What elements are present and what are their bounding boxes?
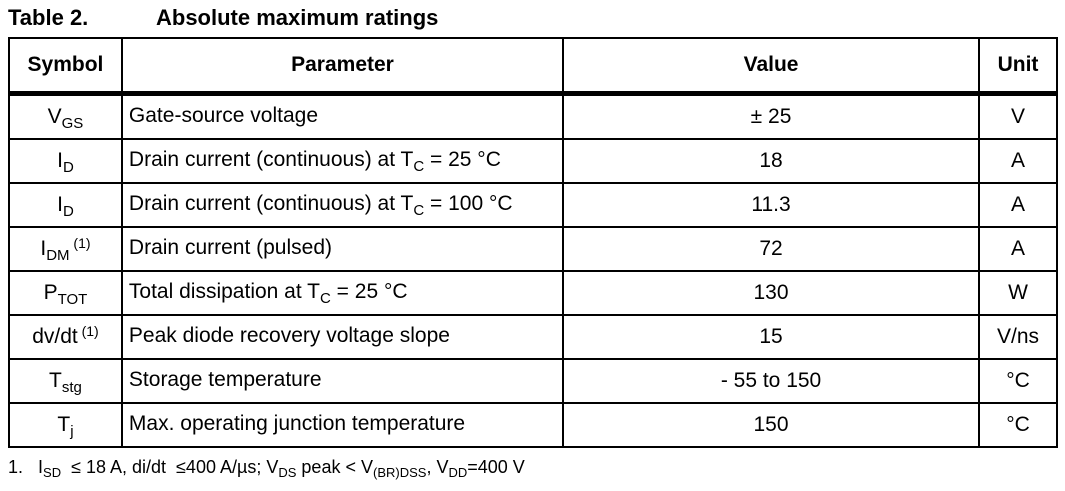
symbol: T <box>57 412 71 436</box>
parameter-cell: Drain current (continuous) at TC = 25 °C <box>120 138 565 184</box>
header-parameter: Parameter <box>120 37 565 96</box>
footnote-text: I <box>38 457 44 477</box>
table-caption: Absolute maximum ratings <box>156 5 439 30</box>
parameter-cell: Max. operating junction temperature <box>120 402 565 448</box>
header-unit: Unit <box>978 37 1058 96</box>
table-row: Tj Max. operating junction temperature 1… <box>8 402 1058 448</box>
parameter-cell: Storage temperature <box>120 358 565 404</box>
symbol-subscript: D <box>62 158 74 176</box>
table-number: Table 2. <box>8 5 89 30</box>
symbol-cell: PTOT <box>8 270 123 316</box>
symbol: I <box>57 192 63 216</box>
parameter: Max. operating junction temperature <box>128 411 466 435</box>
footnote-number: 1. <box>8 457 24 477</box>
parameter-condition: = 25 °C <box>330 279 408 303</box>
symbol-subscript: TOT <box>57 290 88 308</box>
footnote-subscript: SD <box>43 465 62 480</box>
parameter: Total dissipation at T <box>128 279 320 303</box>
value-cell: 18 <box>562 138 981 184</box>
parameter: Drain current (continuous) at T <box>128 191 414 215</box>
footnote-text: ≤ 18 A, di/dt ≤400 A/µs; V <box>61 457 279 477</box>
symbol-cell: VGS <box>8 92 123 140</box>
unit-cell: A <box>978 226 1058 272</box>
symbol-cell: Tj <box>8 402 123 448</box>
parameter-cell: Drain current (pulsed) <box>120 226 565 272</box>
unit-cell: V <box>978 92 1058 140</box>
symbol-subscript: GS <box>61 114 84 132</box>
unit-cell: °C <box>978 358 1058 404</box>
table-title: Table 2. Absolute maximum ratings <box>8 5 438 31</box>
footnote-ref: (1) <box>69 234 91 251</box>
parameter: Drain current (continuous) at T <box>128 147 414 171</box>
symbol: I <box>40 236 47 260</box>
parameter-cell: Peak diode recovery voltage slope <box>120 314 565 360</box>
symbol-cell: IDM (1) <box>8 226 123 272</box>
symbol-subscript: D <box>62 202 74 220</box>
value-cell: 15 <box>562 314 981 360</box>
parameter: Storage temperature <box>128 367 322 391</box>
symbol-cell: ID <box>8 182 123 228</box>
parameter-subscript: C <box>413 157 425 175</box>
parameter: Drain current (pulsed) <box>128 235 333 259</box>
unit-cell: °C <box>978 402 1058 448</box>
value-cell: ± 25 <box>562 92 981 140</box>
symbol-cell: Tstg <box>8 358 123 404</box>
parameter-subscript: C <box>413 201 425 219</box>
table-row: VGS Gate-source voltage ± 25 V <box>8 92 1058 140</box>
table-row: ID Drain current (continuous) at TC = 25… <box>8 138 1058 184</box>
symbol-subscript: j <box>70 422 74 440</box>
footnote-subscript: DS <box>278 465 297 480</box>
unit-cell: A <box>978 182 1058 228</box>
value-cell: 150 <box>562 402 981 448</box>
value-cell: 72 <box>562 226 981 272</box>
parameter: Peak diode recovery voltage slope <box>128 323 450 347</box>
value-cell: - 55 to 150 <box>562 358 981 404</box>
parameter-cell: Gate-source voltage <box>120 92 565 140</box>
symbol-cell: ID <box>8 138 123 184</box>
table-row: dv/dt (1) Peak diode recovery voltage sl… <box>8 314 1058 360</box>
table-row: PTOT Total dissipation at TC = 25 °C 130… <box>8 270 1058 316</box>
symbol: T <box>49 368 62 392</box>
unit-cell: W <box>978 270 1058 316</box>
parameter-cell: Total dissipation at TC = 25 °C <box>120 270 565 316</box>
unit-cell: V/ns <box>978 314 1058 360</box>
footnote-subscript: DD <box>448 465 468 480</box>
table-row: Tstg Storage temperature - 55 to 150 °C <box>8 358 1058 404</box>
value-cell: 130 <box>562 270 981 316</box>
symbol-cell: dv/dt (1) <box>8 314 123 360</box>
table-row: ID Drain current (continuous) at TC = 10… <box>8 182 1058 228</box>
symbol: P <box>43 280 58 304</box>
footnote-ref: (1) <box>77 322 99 339</box>
symbol: V <box>47 104 62 128</box>
parameter-condition: = 25 °C <box>424 147 501 171</box>
unit-cell: A <box>978 138 1058 184</box>
parameter-condition: = 100 °C <box>424 191 513 215</box>
header-row: Symbol Parameter Value Unit <box>8 37 1058 96</box>
value-cell: 11.3 <box>562 182 981 228</box>
parameter-cell: Drain current (continuous) at TC = 100 °… <box>120 182 565 228</box>
symbol-subscript: stg <box>61 378 82 396</box>
symbol-subscript: DM <box>46 246 70 264</box>
parameter-subscript: C <box>319 289 331 307</box>
symbol: I <box>57 148 63 172</box>
symbol: dv/dt <box>32 324 78 348</box>
footnote-subscript: (BR)DSS <box>372 465 427 480</box>
header-symbol: Symbol <box>8 37 123 96</box>
footnote-text: , V <box>426 457 449 477</box>
ratings-table: Symbol Parameter Value Unit VGS Gate-sou… <box>8 37 1058 448</box>
footnote-text: =400 V <box>467 457 525 477</box>
footnote: 1. ISD ≤ 18 A, di/dt ≤400 A/µs; VDS peak… <box>8 457 525 480</box>
parameter: Gate-source voltage <box>128 103 319 127</box>
table-row: IDM (1) Drain current (pulsed) 72 A <box>8 226 1058 272</box>
footnote-text: peak < V <box>296 457 373 477</box>
header-value: Value <box>562 37 981 96</box>
